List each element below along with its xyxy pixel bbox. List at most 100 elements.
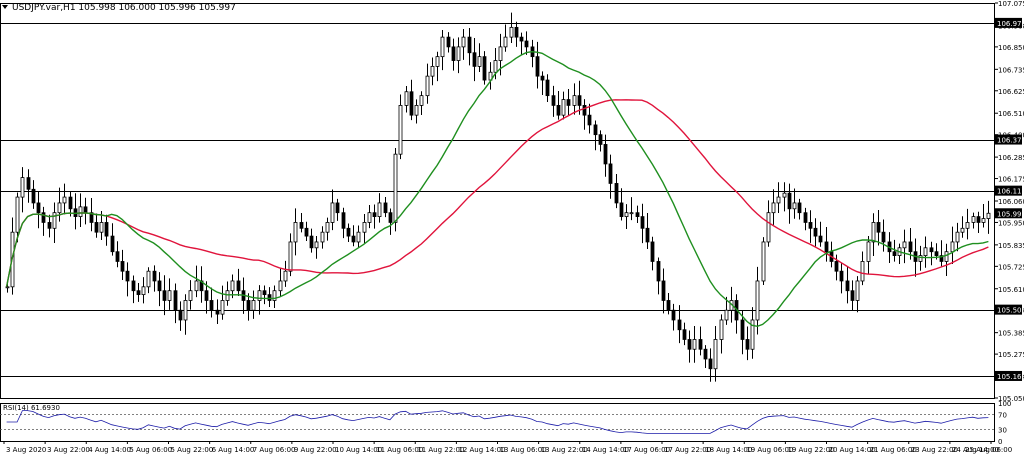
candle-body <box>94 222 99 233</box>
candle-body <box>981 218 986 223</box>
candle-body <box>325 222 330 233</box>
y-tick-label: 106.510 <box>998 110 1024 118</box>
candle-body <box>167 290 172 301</box>
candle-body <box>440 36 445 58</box>
candle-body <box>451 46 456 61</box>
candle-body <box>892 251 897 257</box>
candle-body <box>824 241 829 253</box>
candle-body <box>5 286 10 289</box>
candle-body <box>587 114 592 126</box>
candle-body <box>194 280 199 292</box>
moving-average-fast <box>5 50 989 328</box>
candle-body <box>656 261 661 282</box>
candle-body <box>871 222 876 243</box>
triangle-down-icon[interactable] <box>2 5 8 9</box>
candle-body <box>876 222 881 233</box>
level-price-tag <box>995 304 1022 315</box>
candle-body <box>619 202 624 217</box>
candle-body <box>62 196 67 204</box>
candle-body <box>467 36 472 54</box>
candle-body <box>561 99 566 116</box>
candle-body <box>356 231 361 243</box>
candle-body <box>818 235 823 243</box>
candle-body <box>178 309 183 321</box>
y-tick-label: 105.725 <box>998 263 1024 271</box>
candle-body <box>545 79 550 97</box>
candle-body <box>346 227 351 237</box>
candle-body <box>608 163 613 184</box>
x-tick-label: 24 Aug 14:00 <box>952 446 999 454</box>
y-tick-label: 105.835 <box>998 242 1024 250</box>
x-tick-label: 5 Aug 22:00 <box>171 446 214 454</box>
candle-body <box>299 222 304 229</box>
candle-body <box>782 192 787 198</box>
candle-body <box>20 177 25 198</box>
candle-body <box>15 196 20 233</box>
candle-body <box>335 202 340 214</box>
candle-body <box>986 212 991 219</box>
candle-body <box>288 241 293 272</box>
level-price-label: 106.973 <box>997 20 1024 28</box>
x-tick-label: 19 Aug 06:00 <box>746 446 793 454</box>
candle-body <box>104 222 109 237</box>
candle-body <box>771 202 776 214</box>
candle-body <box>446 36 451 48</box>
candle-body <box>57 202 62 214</box>
candle-body <box>188 290 193 301</box>
candle-body <box>304 227 309 237</box>
x-tick-label: 5 Aug 06:00 <box>129 446 172 454</box>
candle-body <box>787 192 792 210</box>
y-tick-label: 105.275 <box>998 351 1024 359</box>
rsi-tick-label: 100 <box>998 400 1011 408</box>
x-tick-label: 13 Aug 22:00 <box>541 446 588 454</box>
x-tick-label: 17 Aug 06:00 <box>623 446 670 454</box>
candle-body <box>745 339 750 350</box>
current-price-tag <box>995 208 1022 219</box>
candle-body <box>152 270 157 282</box>
x-tick-label: 18 Aug 14:00 <box>705 446 752 454</box>
candle-body <box>173 290 178 311</box>
moving-average-slow <box>5 99 989 287</box>
candle-body <box>398 105 403 155</box>
candle-body <box>566 99 571 106</box>
candle-body <box>509 26 514 38</box>
candle-body <box>845 280 850 292</box>
candle-body <box>755 280 760 321</box>
candle-body <box>419 95 424 106</box>
y-tick-label: 106.285 <box>998 154 1024 162</box>
candle-body <box>813 227 818 237</box>
candle-body <box>860 261 865 282</box>
rsi-label: RSI(14) 61.6930 <box>3 404 60 412</box>
candle-body <box>614 183 619 204</box>
candle-body <box>908 241 913 253</box>
candle-body <box>519 36 524 42</box>
candle-body <box>83 206 88 214</box>
candle-body <box>918 255 923 262</box>
candle-body <box>971 216 976 223</box>
candle-body <box>472 52 477 67</box>
candle-body <box>267 294 272 301</box>
candle-body <box>377 202 382 217</box>
candle-body <box>409 91 414 116</box>
x-tick-label: 3 Aug 22:00 <box>47 446 90 454</box>
candle-body <box>650 241 655 262</box>
candle-body <box>461 36 466 48</box>
candle-body <box>309 235 314 249</box>
candle-body <box>383 202 388 214</box>
candle-body <box>598 134 603 145</box>
x-tick-label: 14 Aug 14:00 <box>582 446 629 454</box>
candle-body <box>26 177 31 190</box>
candle-body <box>236 280 241 292</box>
candle-body <box>68 196 73 210</box>
level-price-label: 105.503 <box>997 307 1024 315</box>
y-tick-label: 107.075 <box>998 0 1024 8</box>
candle-body <box>750 319 755 350</box>
current-price-label: 105.997 <box>997 210 1024 218</box>
candle-body <box>645 227 650 243</box>
candle-body <box>724 309 729 321</box>
candle-body <box>414 105 419 116</box>
candle-body <box>278 280 283 292</box>
y-tick-label: 105.050 <box>998 395 1024 403</box>
